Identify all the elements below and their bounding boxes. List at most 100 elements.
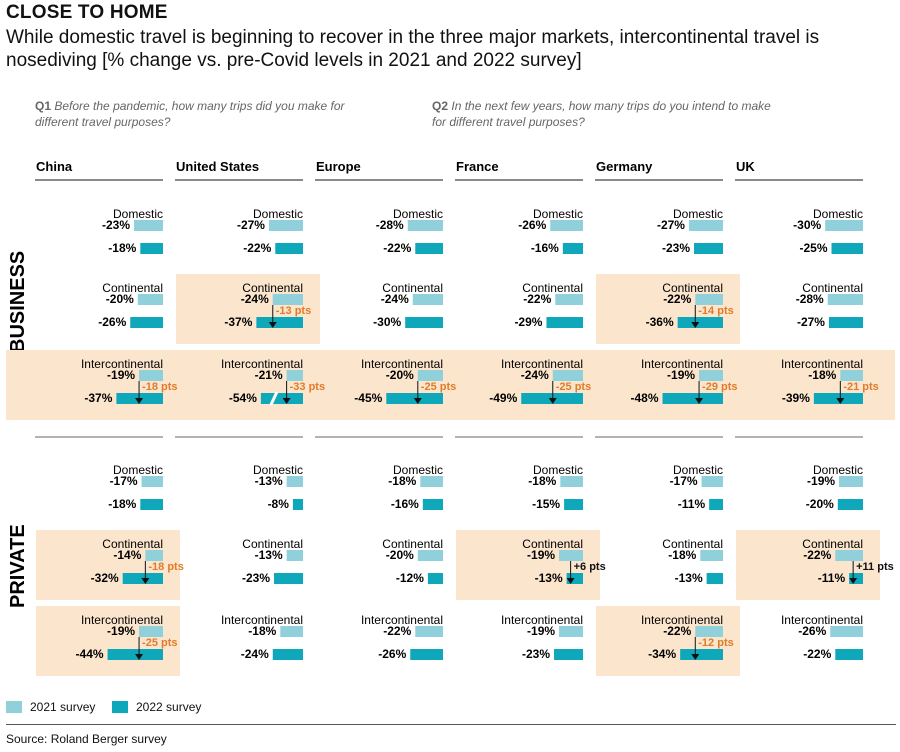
question-2-label: Q2: [432, 99, 449, 113]
purpose-label-private-continental-europe: Continental: [382, 537, 443, 551]
bar-2022-business-domestic-europe: [415, 243, 443, 254]
bar-2022-private-domestic-france: [564, 499, 583, 510]
purpose-label-private-domestic-europe: Domestic: [393, 463, 443, 477]
purpose-label-business-intercontinental-france: Intercontinental: [501, 357, 583, 371]
value-label-2022-private-continental-france: -13%: [535, 571, 563, 585]
question-2-text: In the next few years, how many trips do…: [432, 99, 771, 129]
segment-label-private: PRIVATE: [7, 524, 29, 608]
value-label-2021-private-continental-united-states: -13%: [255, 548, 283, 562]
change-label-business-intercontinental-germany: -29 pts: [702, 381, 737, 393]
change-arrow-head-private-intercontinental-china: [135, 654, 144, 660]
purpose-label-business-domestic-europe: Domestic: [393, 207, 443, 221]
value-label-2022-business-intercontinental-uk: -39%: [782, 391, 810, 405]
purpose-label-business-continental-europe: Continental: [382, 281, 443, 295]
change-arrow-head-private-continental-uk: [849, 578, 858, 584]
value-label-2021-business-intercontinental-china: -19%: [107, 368, 135, 382]
purpose-label-private-continental-germany: Continental: [662, 537, 723, 551]
value-label-2021-private-continental-china: -14%: [113, 548, 141, 562]
bar-2022-business-domestic-france: [562, 243, 583, 254]
purpose-label-business-domestic-uk: Domestic: [813, 207, 863, 221]
bar-2022-private-domestic-europe: [422, 499, 443, 510]
change-arrow-head-private-continental-france: [566, 578, 575, 584]
legend-2021: 2021 survey: [6, 700, 95, 714]
bar-2022-business-domestic-germany: [694, 243, 723, 254]
question-2: Q2 In the next few years, how many trips…: [432, 98, 772, 130]
purpose-label-private-intercontinental-france: Intercontinental: [501, 613, 583, 627]
bar-2021-business-intercontinental-europe: [417, 370, 443, 381]
purpose-label-business-intercontinental-uk: Intercontinental: [781, 357, 863, 371]
chart-headline: While domestic travel is beginning to re…: [6, 27, 820, 71]
purpose-label-business-intercontinental-china: Intercontinental: [81, 357, 163, 371]
value-label-2021-private-intercontinental-uk: -26%: [798, 624, 826, 638]
bar-2021-private-domestic-europe: [420, 476, 443, 487]
change-arrow-head-private-continental-china: [141, 578, 150, 584]
purpose-label-private-intercontinental-united-states: Intercontinental: [221, 613, 303, 627]
bar-2022-business-continental-united-states: [256, 317, 303, 328]
bar-2021-business-domestic-united-states: [268, 220, 303, 231]
bar-2022-business-intercontinental-germany: [662, 393, 723, 404]
highlight-cell-private-intercontinental-china: [36, 606, 180, 676]
value-label-2022-private-intercontinental-europe: -26%: [378, 647, 406, 661]
chart-kicker: CLOSE TO HOME: [6, 2, 168, 23]
value-label-2021-business-intercontinental-united-states: -21%: [255, 368, 283, 382]
segment-label-business: BUSINESS: [7, 251, 29, 353]
column-header-europe: Europe: [316, 159, 361, 174]
purpose-label-private-intercontinental-europe: Intercontinental: [361, 613, 443, 627]
column-header-france: France: [456, 159, 499, 174]
value-label-2021-private-domestic-germany: -17%: [670, 474, 698, 488]
bar-2022-business-domestic-china: [140, 243, 163, 254]
purpose-label-private-domestic-uk: Domestic: [813, 463, 863, 477]
bar-2021-private-domestic-china: [141, 476, 163, 487]
bar-2021-private-continental-france: [559, 550, 583, 561]
bar-2021-private-domestic-germany: [701, 476, 723, 487]
value-label-2021-business-continental-france: -22%: [523, 292, 551, 306]
bar-2022-private-continental-united-states: [274, 573, 303, 584]
change-arrow-head-business-intercontinental-uk: [836, 398, 845, 404]
question-1-label: Q1: [35, 99, 52, 113]
purpose-label-private-domestic-france: Domestic: [533, 463, 583, 477]
column-header-germany: Germany: [596, 159, 653, 174]
value-label-2022-private-domestic-china: -18%: [108, 497, 136, 511]
value-label-2022-private-domestic-uk: -20%: [806, 497, 834, 511]
bar-2021-business-domestic-france: [550, 220, 583, 231]
value-label-2021-private-domestic-uk: -19%: [807, 474, 835, 488]
change-label-business-intercontinental-europe: -25 pts: [421, 381, 456, 393]
value-label-2021-business-domestic-uk: -30%: [793, 218, 821, 232]
bar-2022-private-domestic-china: [140, 499, 163, 510]
value-label-2022-private-continental-europe: -12%: [396, 571, 424, 585]
column-header-uk: UK: [736, 159, 755, 174]
purpose-label-business-continental-uk: Continental: [802, 281, 863, 295]
purpose-label-business-intercontinental-united-states: Intercontinental: [221, 357, 303, 371]
bar-2022-private-intercontinental-germany: [680, 649, 723, 660]
value-label-2022-private-continental-china: -32%: [91, 571, 119, 585]
bar-2022-business-continental-europe: [405, 317, 443, 328]
bar-2021-business-continental-united-states: [272, 294, 303, 305]
highlight-cell-business-continental-germany: [596, 274, 740, 344]
column-header-china: China: [36, 159, 73, 174]
value-label-2022-business-continental-united-states: -37%: [224, 315, 252, 329]
highlight-cell-private-continental-uk: [736, 530, 880, 600]
footer-rule: [6, 724, 896, 725]
change-label-private-continental-china: -18 pts: [148, 561, 183, 573]
bar-2021-private-continental-china: [145, 550, 163, 561]
bar-2021-private-intercontinental-united-states: [280, 626, 303, 637]
value-label-2022-private-intercontinental-germany: -34%: [648, 647, 676, 661]
bar-2022-private-domestic-uk: [837, 499, 863, 510]
change-label-private-continental-france: +6 pts: [574, 561, 606, 573]
purpose-label-business-intercontinental-europe: Intercontinental: [361, 357, 443, 371]
value-label-2021-business-intercontinental-europe: -20%: [386, 368, 414, 382]
purpose-label-business-continental-china: Continental: [102, 281, 163, 295]
change-label-business-continental-united-states: -13 pts: [276, 305, 311, 317]
highlight-cell-business-continental-united-states: [176, 274, 320, 344]
question-1: Q1 Before the pandemic, how many trips d…: [35, 98, 375, 130]
value-label-2021-business-intercontinental-france: -24%: [521, 368, 549, 382]
change-label-private-intercontinental-germany: -12 pts: [698, 637, 733, 649]
bar-2022-private-intercontinental-france: [554, 649, 583, 660]
bar-2022-private-intercontinental-china: [107, 649, 163, 660]
value-label-2021-private-intercontinental-europe: -22%: [383, 624, 411, 638]
value-label-2022-business-domestic-united-states: -22%: [243, 241, 271, 255]
value-label-2022-private-intercontinental-france: -23%: [522, 647, 550, 661]
value-label-2022-private-intercontinental-china: -44%: [76, 647, 104, 661]
value-label-2022-business-intercontinental-europe: -45%: [354, 391, 382, 405]
bar-2022-business-intercontinental-united-states: [260, 393, 303, 404]
